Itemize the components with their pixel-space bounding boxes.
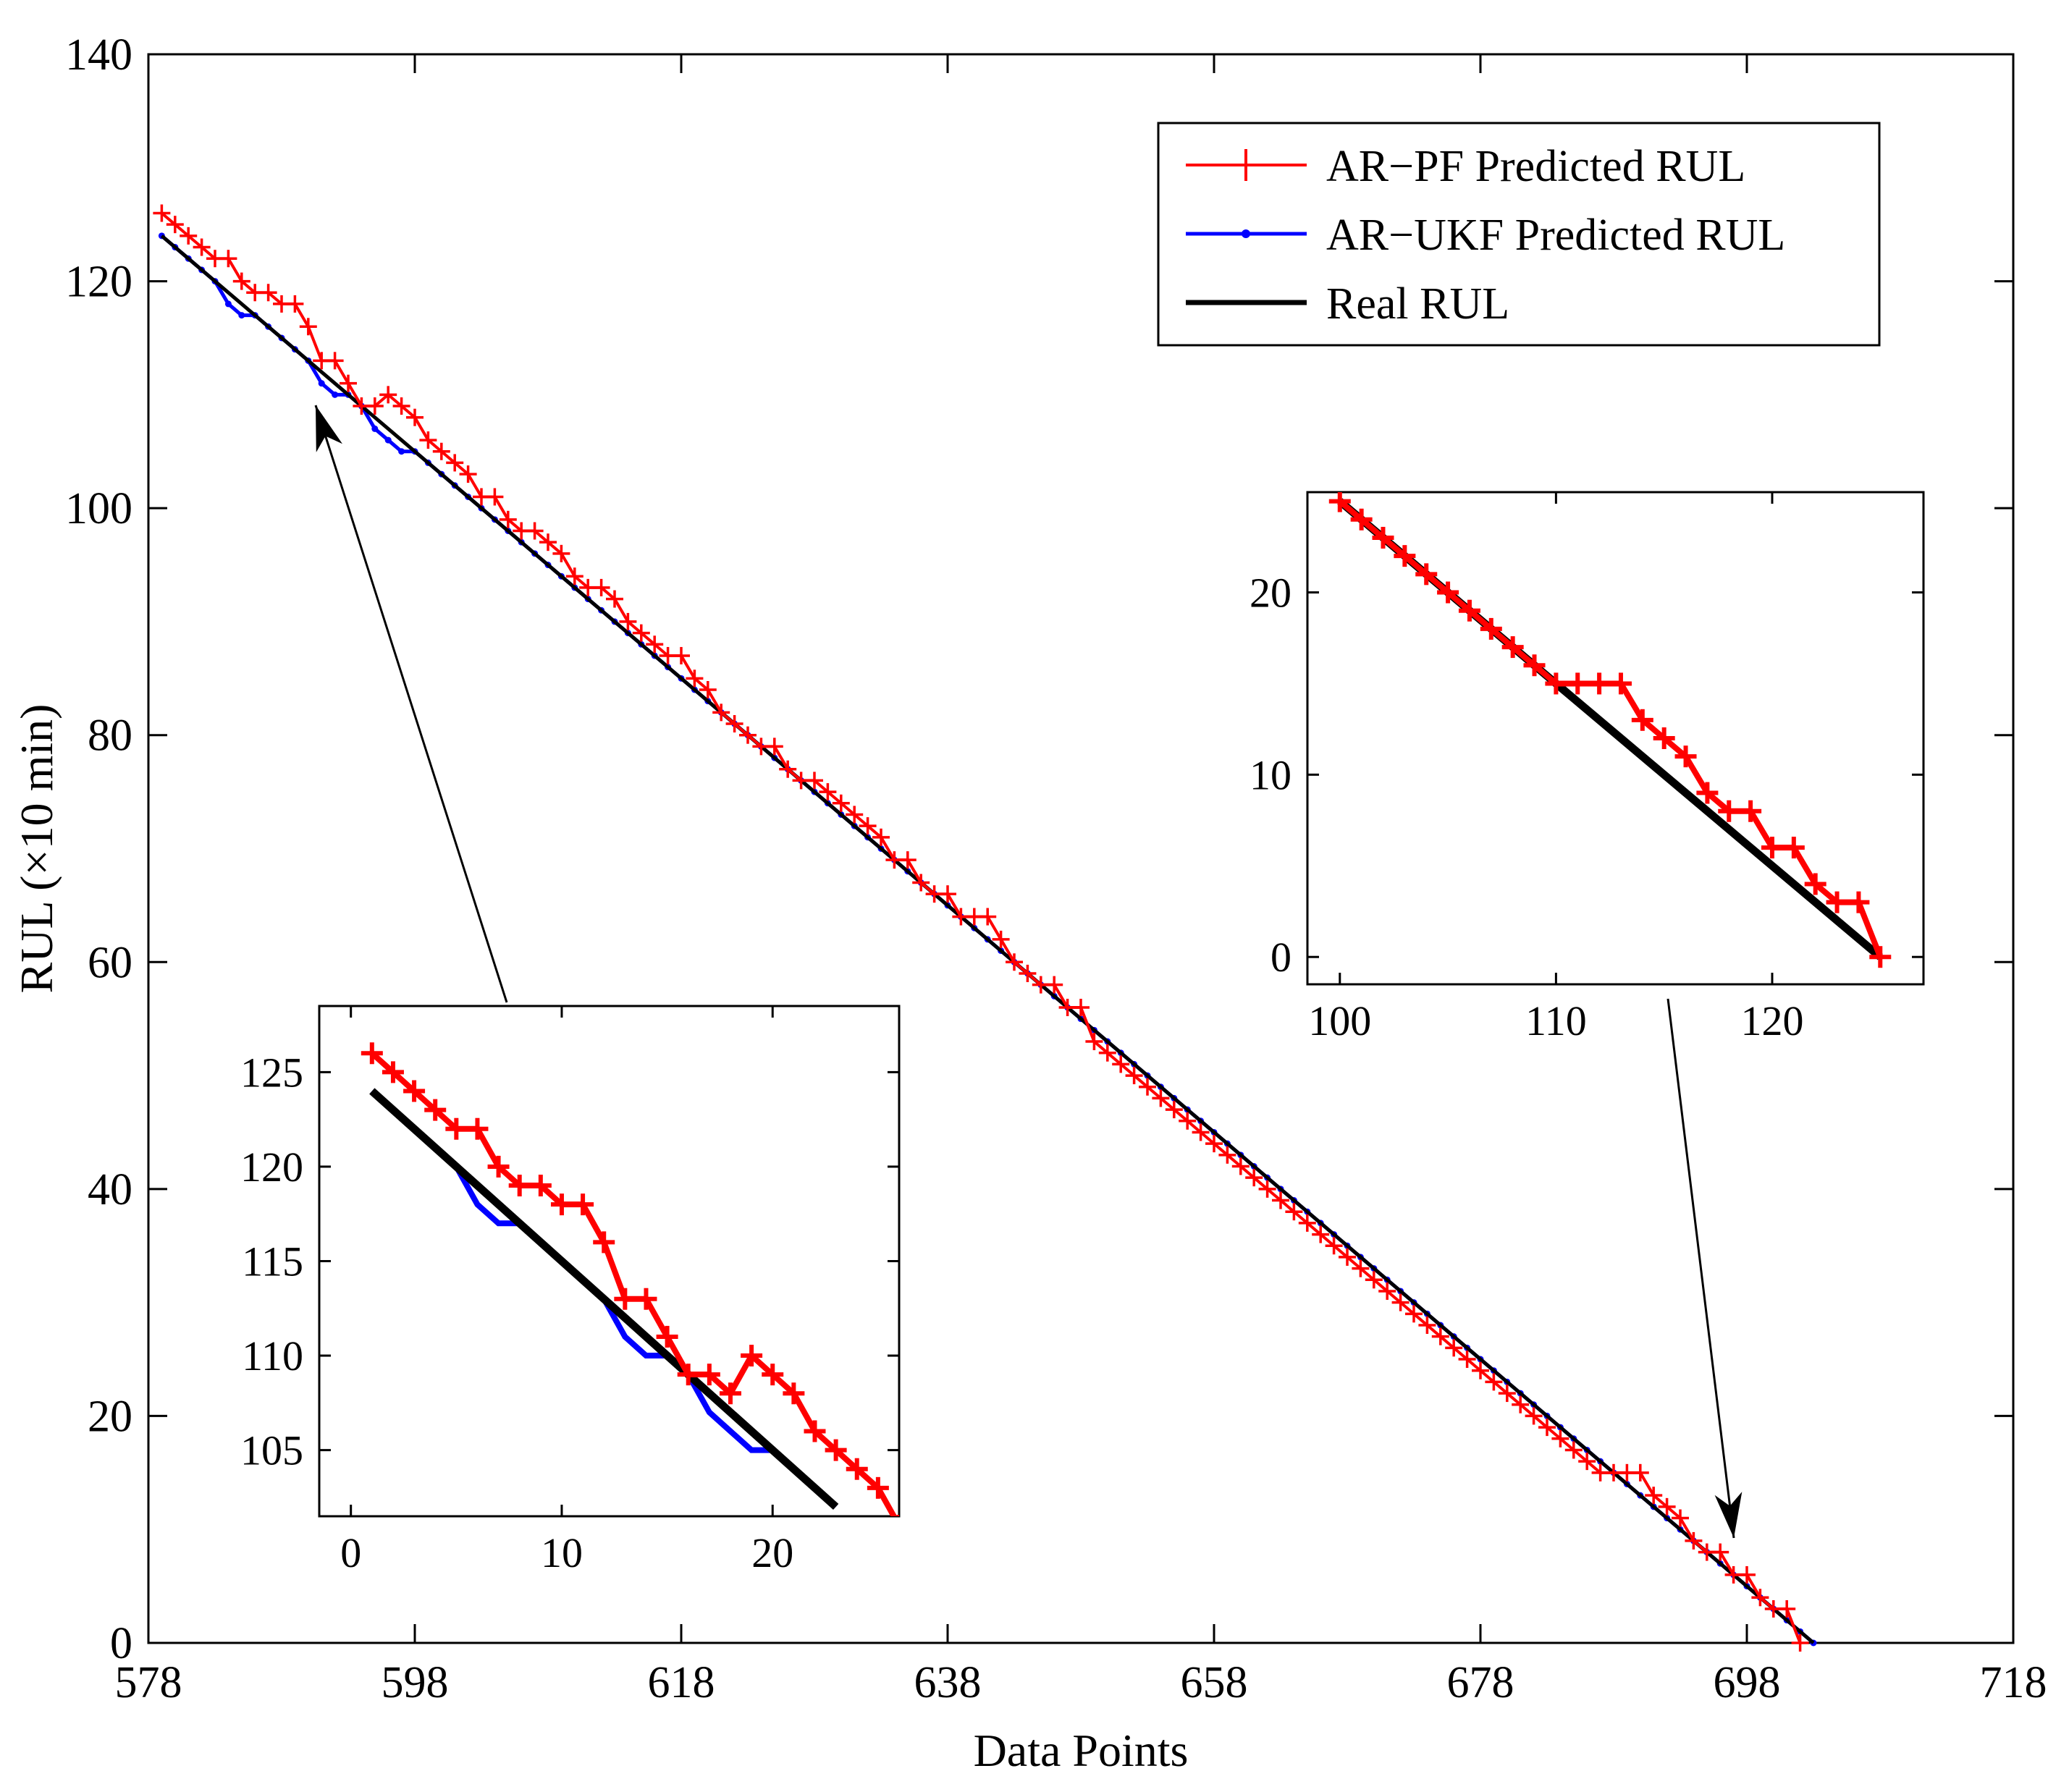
arrow-to-start-shaft (314, 405, 508, 1003)
ukf-point (384, 436, 392, 444)
legend-real-label: Real RUL (1326, 279, 1509, 329)
y-tick-label: 60 (88, 938, 132, 987)
y-tick-label: 120 (65, 258, 132, 307)
x-tick-label: 598 (382, 1658, 449, 1707)
inset-x-tick-label: 120 (1740, 997, 1803, 1044)
inset-y-tick-label: 115 (242, 1238, 303, 1285)
inset-y-tick-label: 125 (240, 1049, 303, 1096)
ukf-point (332, 391, 339, 398)
arrow-to-end-head (1714, 1492, 1743, 1538)
inset-y-tick-label: 120 (240, 1144, 303, 1191)
inset-x-tick-label: 100 (1308, 997, 1371, 1044)
x-tick-label: 578 (115, 1658, 182, 1707)
y-tick-label: 100 (65, 484, 132, 533)
y-tick-label: 20 (88, 1392, 132, 1441)
x-tick-label: 638 (914, 1658, 982, 1707)
inset-y-tick-label: 10 (1250, 751, 1291, 798)
inset-plot-area (361, 1042, 899, 1516)
ukf-point (238, 312, 245, 319)
inset-x-tick-label: 10 (541, 1529, 583, 1576)
inset-plot-area (1328, 492, 1892, 968)
arrow-to-end-shaft (1666, 998, 1735, 1539)
x-tick-label: 618 (648, 1658, 715, 1707)
legend-ukf-marker (1242, 229, 1250, 238)
inset-y-tick-label: 20 (1250, 570, 1291, 617)
ukf-point (398, 448, 405, 455)
x-tick-label: 658 (1181, 1658, 1248, 1707)
y-tick-label: 40 (88, 1165, 132, 1214)
arrow-to-start-head (316, 405, 342, 452)
inset-y-tick-label: 110 (242, 1332, 303, 1379)
inset-real-line (369, 1088, 839, 1510)
ukf-point (224, 300, 232, 308)
y-tick-label: 80 (88, 711, 132, 761)
inset-x-tick-label: 20 (751, 1529, 793, 1576)
annotations (314, 405, 1743, 1539)
inset-y-tick-label: 105 (240, 1427, 303, 1474)
inset-end-zoom: 100 110 120 0 10 20 (1250, 491, 1925, 1044)
legend-ukf-label: AR−UKF Predicted RUL (1326, 211, 1785, 260)
ukf-point (371, 425, 379, 432)
x-tick-label: 718 (1980, 1658, 2047, 1707)
real-series-line (160, 234, 1815, 1644)
y-tick-label: 140 (65, 30, 132, 80)
inset-x-tick-label: 110 (1525, 997, 1587, 1044)
legend: AR−PF Predicted RUL AR−UKF Predicted RUL R… (1157, 122, 1881, 347)
ukf-point (318, 380, 325, 387)
inset-y-tick-label: 0 (1271, 934, 1291, 981)
inset-start-zoom: 0 10 20 105 110 115 120 125 (240, 1005, 901, 1576)
inset-x-tick-label: 0 (340, 1529, 361, 1576)
y-tick-label: 0 (110, 1619, 132, 1668)
x-tick-label: 698 (1714, 1658, 1781, 1707)
x-tick-label: 678 (1447, 1658, 1514, 1707)
x-axis-title: Data Points (974, 1725, 1189, 1776)
y-axis-title: RUL (×10 min) (11, 704, 62, 994)
legend-pf-label: AR−PF Predicted RUL (1326, 142, 1745, 191)
